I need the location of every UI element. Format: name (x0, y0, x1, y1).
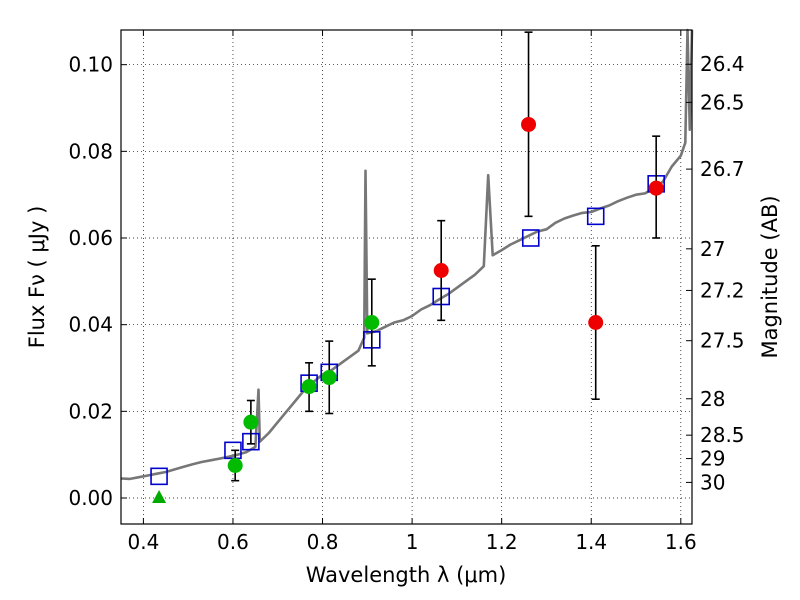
right-tick-label: 28.5 (700, 423, 745, 447)
right-tick-label: 26.7 (700, 157, 745, 181)
right-tick-label: 29 (700, 447, 725, 471)
model-square-point (150, 467, 168, 486)
photometry-point (364, 315, 380, 330)
photometry-point (243, 414, 259, 430)
right-tick-label: 30 (700, 470, 725, 494)
model-square-point (224, 441, 242, 460)
triangle-point (152, 490, 167, 503)
y-tick-label: 0.04 (68, 313, 113, 337)
y-axis-title: Flux Fν ( μJy ) (25, 206, 49, 349)
right-axis-title: Magnitude (AB) (758, 195, 782, 358)
x-tick-label: 0.6 (217, 530, 249, 554)
right-tick-label: 26.4 (700, 52, 745, 76)
x-tick-label: 1.4 (575, 530, 607, 554)
y-tick-label: 0.10 (68, 53, 113, 77)
y-tick-label: 0.02 (68, 399, 113, 423)
x-tick-label: 0.4 (127, 530, 159, 554)
model-square-point (521, 229, 540, 247)
right-tick-label: 27 (700, 237, 725, 261)
x-tick-label: 1.2 (486, 530, 518, 554)
right-tick-label: 27.2 (700, 278, 745, 302)
right-tick-label: 26.5 (700, 90, 745, 114)
photometry-point (227, 458, 243, 473)
model-square-point (586, 207, 605, 226)
y-tick-label: 0.00 (68, 486, 113, 510)
y-tick-label: 0.08 (68, 139, 113, 163)
x-tick-label: 1 (406, 530, 419, 554)
spectrum-line (120, 28, 694, 481)
photometry-point (521, 116, 537, 132)
axes: 0.4 0.6 0.8 1 1.2 1.4 1.6 0.00 0.02 0.04 0.06 0.08 0… (68, 30, 745, 554)
plot-frame (120, 29, 693, 525)
photometry-point (648, 180, 664, 196)
y-tick-label: 0.06 (68, 226, 113, 250)
photometry-point (321, 370, 337, 386)
photometry-point (433, 263, 449, 278)
plot-area (120, 28, 694, 503)
x-tick-label: 0.8 (307, 530, 339, 554)
right-tick-label: 28 (700, 387, 725, 411)
x-tick-label: 1.6 (665, 530, 697, 554)
x-axis-title: Wavelength λ (μm) (306, 563, 507, 587)
photometry-point (588, 315, 604, 330)
photometry-point (301, 379, 317, 395)
right-tick-label: 27.5 (700, 329, 745, 353)
